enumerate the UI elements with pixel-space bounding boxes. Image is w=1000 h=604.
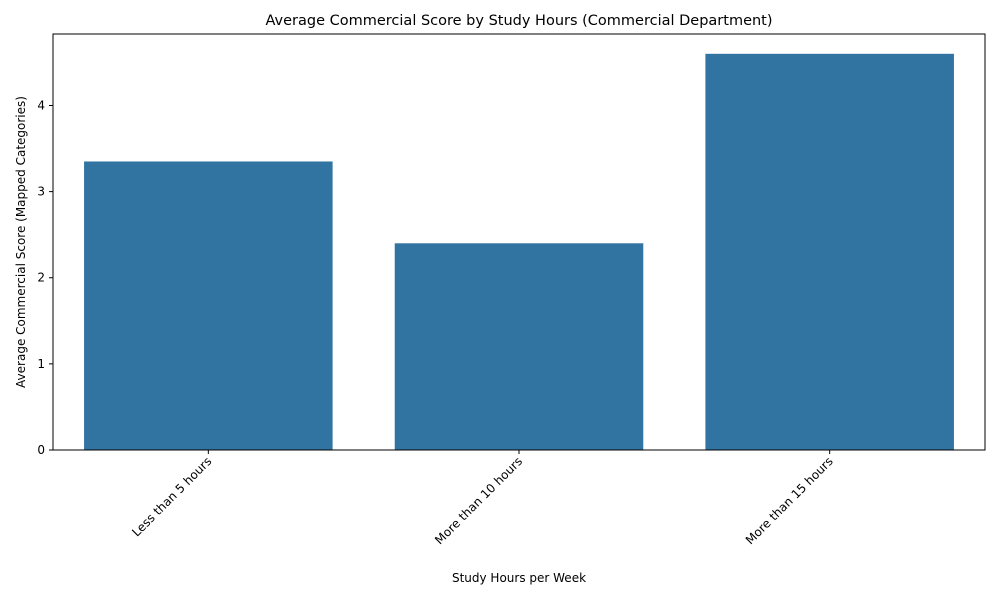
y-tick-label: 4 [37, 98, 45, 112]
bar-3 [705, 53, 954, 451]
y-tick-label: 3 [37, 185, 45, 199]
y-tick-label: 0 [37, 443, 45, 457]
x-tick-label: More than 10 hours [432, 454, 525, 547]
y-tick-label: 1 [37, 357, 45, 371]
bar-2 [394, 243, 644, 450]
x-axis-label: Study Hours per Week [452, 571, 586, 585]
chart-title: Average Commercial Score by Study Hours … [265, 13, 772, 29]
x-tick-label: More than 15 hours [743, 454, 836, 547]
y-axis-label: Average Commercial Score (Mapped Categor… [14, 96, 28, 388]
x-tick-label: Less than 5 hours [129, 454, 214, 539]
bar-1 [84, 161, 333, 451]
plot-area: 0 1 2 3 4 Less than 5 hours More than 10 hours… [37, 33, 986, 547]
y-tick-label: 2 [37, 271, 45, 285]
